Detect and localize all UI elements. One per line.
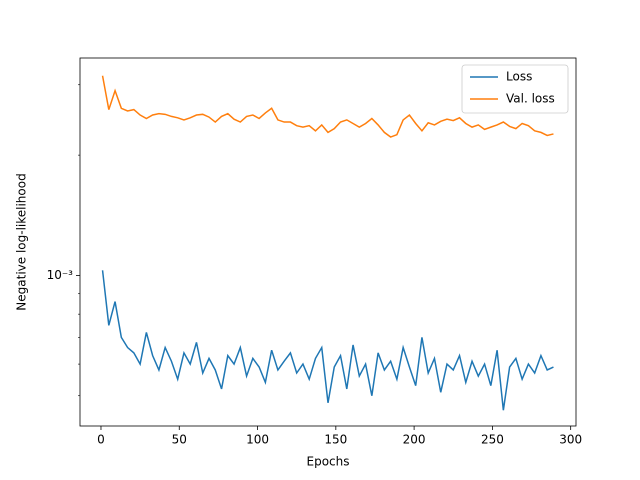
x-tick-label: 50 — [172, 433, 187, 447]
axes-frame — [79, 57, 577, 427]
y-axis-label: Negative log-likelihood — [15, 173, 29, 310]
x-tick-label: 0 — [97, 433, 105, 447]
series-line — [101, 75, 554, 138]
y-tick-label: 10⁻³ — [47, 268, 74, 282]
x-tick-label: 300 — [559, 433, 582, 447]
legend-label: Loss — [506, 70, 532, 84]
x-axis-label: Epochs — [307, 455, 350, 469]
series-line — [101, 270, 554, 411]
x-tick-label: 100 — [246, 433, 269, 447]
legend-label: Val. loss — [506, 92, 555, 106]
x-tick-label: 250 — [481, 433, 504, 447]
x-tick-label: 150 — [324, 433, 347, 447]
x-tick-label: 200 — [403, 433, 426, 447]
